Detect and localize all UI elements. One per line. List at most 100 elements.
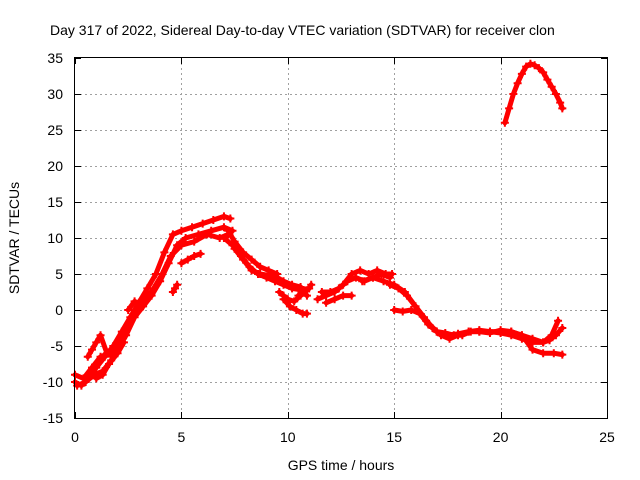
plot-frame xyxy=(74,57,608,419)
data-point xyxy=(449,331,458,340)
series-track-g xyxy=(168,280,182,296)
data-point xyxy=(224,226,233,235)
data-point xyxy=(517,69,526,78)
y-tick-label: 15 xyxy=(47,194,63,210)
data-point xyxy=(554,316,563,325)
y-tick-label: 5 xyxy=(55,266,63,282)
series-track-f xyxy=(124,297,145,314)
data-point xyxy=(549,349,558,358)
series-track-m xyxy=(279,295,311,318)
data-point xyxy=(377,270,386,278)
data-point xyxy=(113,349,122,358)
data-point xyxy=(105,360,114,368)
y-tick-label: -10 xyxy=(43,374,63,390)
y-tick-label: 25 xyxy=(47,122,63,138)
data-point xyxy=(475,327,484,336)
data-point xyxy=(347,291,356,300)
series-track-u xyxy=(500,59,567,127)
data-point xyxy=(528,345,537,354)
data-point xyxy=(424,320,433,329)
data-point xyxy=(181,234,190,242)
data-point xyxy=(132,306,141,314)
data-point xyxy=(326,288,335,296)
data-point xyxy=(330,295,339,304)
x-tick-label: 5 xyxy=(178,429,186,445)
data-point xyxy=(88,345,97,354)
data-point xyxy=(302,309,311,318)
data-point xyxy=(296,282,305,291)
data-point xyxy=(166,252,175,260)
y-tick-label: 10 xyxy=(47,230,63,246)
series-track-k xyxy=(230,244,305,291)
data-point xyxy=(288,280,297,289)
series-track-c xyxy=(73,230,233,390)
data-point xyxy=(339,291,348,300)
data-point xyxy=(226,214,235,223)
data-point xyxy=(168,230,177,239)
data-point xyxy=(219,223,228,232)
data-point xyxy=(264,271,273,280)
data-point xyxy=(551,90,560,98)
axis-ticks: 0 5 10 15 20 25 -15 -10 -5 0 5 10 15 20 25 30 35 xyxy=(43,50,615,445)
data-point xyxy=(526,59,535,68)
data-point xyxy=(373,266,382,275)
data-point xyxy=(530,61,539,70)
series-track-h xyxy=(177,249,205,268)
data-point xyxy=(543,75,552,84)
data-point xyxy=(343,277,352,286)
data-point xyxy=(539,68,548,77)
data-point xyxy=(83,352,92,361)
data-point xyxy=(432,327,441,336)
data-point xyxy=(102,349,111,358)
data-point xyxy=(302,291,311,300)
data-point xyxy=(173,280,182,289)
data-point xyxy=(351,273,360,282)
data-point xyxy=(458,331,467,340)
data-point xyxy=(119,338,128,347)
series-track-q xyxy=(322,291,356,307)
data-point xyxy=(505,104,514,113)
series-line xyxy=(178,251,204,266)
data-point xyxy=(317,288,326,296)
y-tick-label: 35 xyxy=(47,50,63,66)
data-marks xyxy=(71,59,567,390)
data-point xyxy=(177,241,186,250)
data-point xyxy=(358,277,367,286)
data-point xyxy=(509,90,518,98)
data-point xyxy=(247,255,256,264)
data-point xyxy=(92,338,101,347)
data-point xyxy=(209,216,218,224)
data-point xyxy=(547,331,556,340)
data-point xyxy=(407,306,416,314)
data-point xyxy=(322,298,331,307)
data-point xyxy=(190,252,199,260)
data-point xyxy=(292,306,301,314)
data-point xyxy=(198,219,207,228)
data-point xyxy=(398,307,407,316)
data-point xyxy=(273,273,282,282)
data-point xyxy=(230,244,239,253)
data-point xyxy=(441,329,450,338)
data-point xyxy=(256,270,265,278)
data-point xyxy=(239,255,248,264)
data-point xyxy=(522,62,531,71)
data-point xyxy=(547,82,556,91)
data-point xyxy=(141,295,150,304)
y-tick-label: 0 xyxy=(55,302,63,318)
y-tick-label: 30 xyxy=(47,86,63,102)
grid xyxy=(75,58,607,418)
data-point xyxy=(81,378,90,386)
data-point xyxy=(539,349,548,358)
data-point xyxy=(279,295,288,304)
data-point xyxy=(298,288,307,296)
x-tick-label: 25 xyxy=(599,429,615,445)
series-track-d xyxy=(83,331,118,361)
y-axis-label: SDTVAR / TECUs xyxy=(6,182,22,294)
data-point xyxy=(485,329,494,338)
data-point xyxy=(558,350,567,359)
data-point xyxy=(356,266,365,275)
data-point xyxy=(96,331,105,340)
data-point xyxy=(313,295,322,304)
data-point xyxy=(334,284,343,293)
data-point xyxy=(539,338,548,347)
